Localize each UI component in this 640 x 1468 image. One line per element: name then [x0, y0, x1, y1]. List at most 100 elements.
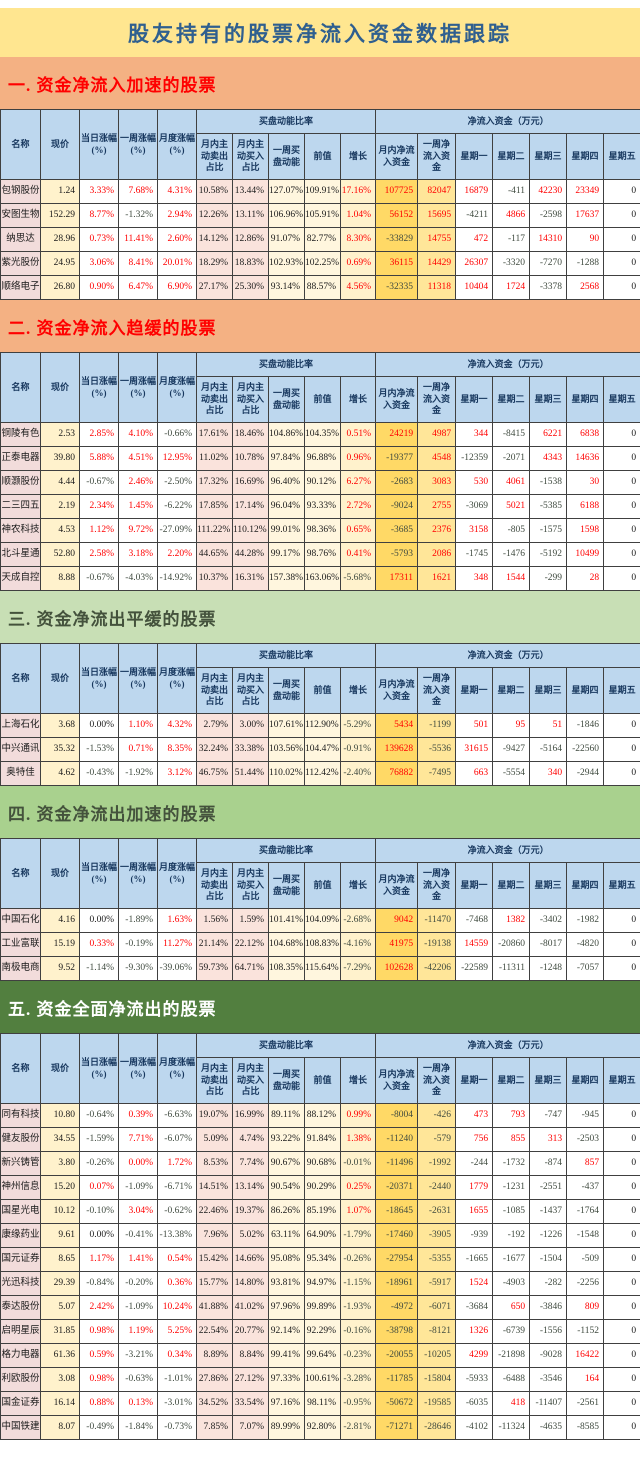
- value-cell: -0.91%: [339, 737, 377, 762]
- value-cell: 39.80: [40, 446, 80, 471]
- value-cell: 0.25%: [339, 1175, 377, 1200]
- table-header: 名称 现价 当日涨幅(%) 一周涨幅(%) 月度涨幅(%) 买盘动能比率 净流入资金（万元）…: [0, 643, 640, 714]
- value-cell: 0: [603, 542, 640, 567]
- table-body: 中国石化 4.16 0.00% -1.89% 1.63% 1.56% 1.59% 101.41…: [0, 908, 640, 981]
- value-cell: 0: [603, 179, 640, 204]
- value-cell: 93.81%: [268, 1271, 305, 1296]
- column-header: 月内主动买入占比: [232, 133, 269, 180]
- value-cell: 11.02%: [196, 446, 233, 471]
- value-cell: 90.68%: [304, 1151, 341, 1176]
- table-row: 二三四五 2.19 2.34% 1.45% -6.22% 17.85% 17.14% 96.0…: [0, 494, 640, 519]
- value-cell: 0: [603, 1343, 640, 1368]
- value-cell: 1.24: [40, 179, 80, 204]
- column-header: 一周涨幅(%): [118, 109, 158, 180]
- value-cell: -42206: [417, 956, 457, 981]
- value-cell: -5355: [417, 1247, 457, 1272]
- value-cell: -1575: [529, 518, 568, 543]
- value-cell: -1.92%: [118, 761, 158, 786]
- value-cell: -14.92%: [157, 566, 197, 591]
- value-cell: 8.53%: [196, 1151, 233, 1176]
- value-cell: 0: [603, 1103, 640, 1128]
- column-header: 增长: [339, 376, 377, 423]
- table-row: 紫光股份 24.95 3.06% 8.41% 20.01% 18.29% 18.83% 102…: [0, 251, 640, 276]
- value-cell: 0.41%: [339, 542, 377, 567]
- value-cell: 0.00%: [79, 908, 119, 933]
- value-cell: 3.18%: [118, 542, 158, 567]
- value-cell: 0: [603, 1295, 640, 1320]
- value-cell: 16.99%: [232, 1103, 269, 1128]
- value-cell: 14.51%: [196, 1175, 233, 1200]
- value-cell: -20055: [375, 1343, 419, 1368]
- value-cell: -1538: [529, 470, 568, 495]
- value-cell: -0.16%: [339, 1319, 377, 1344]
- value-cell: 8.89%: [196, 1343, 233, 1368]
- column-header: 月度涨幅(%): [157, 838, 197, 909]
- value-cell: -437: [566, 1175, 605, 1200]
- value-cell: 0.34%: [157, 1343, 197, 1368]
- column-header: 一周买盘动能: [268, 1057, 305, 1104]
- value-cell: 14559: [455, 932, 494, 957]
- value-cell: 90.54%: [268, 1175, 305, 1200]
- value-cell: 0.69%: [339, 251, 377, 276]
- column-header: 星期四: [566, 133, 605, 180]
- table-body: 铜陵有色 2.53 2.85% 4.10% -0.66% 17.61% 18.46% 104.…: [0, 422, 640, 591]
- column-header: 星期五: [603, 667, 640, 714]
- value-cell: 5021: [492, 494, 531, 519]
- value-cell: 4.44: [40, 470, 80, 495]
- value-cell: -20371: [375, 1175, 419, 1200]
- column-header: 星期五: [603, 133, 640, 180]
- column-header: 一周买盘动能: [268, 376, 305, 423]
- value-cell: 4061: [492, 470, 531, 495]
- value-cell: 86.26%: [268, 1199, 305, 1224]
- value-cell: 8.84%: [232, 1343, 269, 1368]
- value-cell: 91.84%: [304, 1127, 341, 1152]
- value-cell: 104.47%: [304, 737, 341, 762]
- stock-name-cell: 神州信息: [0, 1175, 41, 1200]
- table-row: 健友股份 34.55 -1.59% 7.71% -6.07% 5.09% 4.74% 93.2…: [0, 1127, 640, 1152]
- value-cell: 97.96%: [268, 1295, 305, 1320]
- value-cell: 24.95: [40, 251, 80, 276]
- value-cell: -4.16%: [339, 932, 377, 957]
- value-cell: -1.01%: [157, 1367, 197, 1392]
- stock-section: 二. 资金净流入趋缓的股票 名称 现价 当日涨幅(%) 一周涨幅(%) 月度涨幅(%) 买…: [0, 300, 640, 591]
- value-cell: 46.75%: [196, 761, 233, 786]
- value-cell: 24219: [375, 422, 419, 447]
- value-cell: 0: [603, 1199, 640, 1224]
- value-cell: -5.29%: [339, 713, 377, 738]
- value-cell: 29.39: [40, 1271, 80, 1296]
- table-row: 新兴铸管 3.80 -0.26% 0.00% 1.72% 8.53% 7.74% 90.67%…: [0, 1151, 640, 1176]
- value-cell: 4299: [455, 1343, 494, 1368]
- value-cell: 6.90%: [157, 275, 197, 300]
- value-cell: 34.52%: [196, 1391, 233, 1416]
- column-header: 一周买盘动能: [268, 667, 305, 714]
- value-cell: -5385: [529, 494, 568, 519]
- stock-name-cell: 同有科技: [0, 1103, 41, 1128]
- value-cell: -2.68%: [339, 908, 377, 933]
- value-cell: 107725: [375, 179, 419, 204]
- value-cell: -19377: [375, 446, 419, 471]
- bottom-padding: [0, 1440, 640, 1446]
- value-cell: -8004: [375, 1103, 419, 1128]
- column-header: 当日涨幅(%): [79, 1033, 119, 1104]
- value-cell: 14429: [417, 251, 457, 276]
- column-header: 前值: [304, 133, 341, 180]
- value-cell: -12359: [455, 446, 494, 471]
- column-header: 名称: [0, 838, 41, 909]
- table-row: 格力电器 61.36 0.59% -3.21% 0.34% 8.89% 8.84% 99.41…: [0, 1343, 640, 1368]
- value-cell: -71271: [375, 1415, 419, 1440]
- value-cell: 21.14%: [196, 932, 233, 957]
- table-row: 康缘药业 9.61 0.00% -0.41% -13.38% 7.96% 5.02% 63.1…: [0, 1223, 640, 1248]
- column-header: 月内净流入资金: [375, 667, 419, 714]
- table-row: 北斗星通 52.80 2.58% 3.18% 2.20% 44.65% 44.28% 99.1…: [0, 542, 640, 567]
- value-cell: -5933: [455, 1367, 494, 1392]
- sections-container: 一. 资金净流入加速的股票 名称 现价 当日涨幅(%) 一周涨幅(%) 月度涨幅(%) 买…: [0, 57, 640, 1440]
- value-cell: -1548: [566, 1223, 605, 1248]
- value-cell: -939: [455, 1223, 494, 1248]
- stock-name-cell: 光迅科技: [0, 1271, 41, 1296]
- value-cell: -11470: [417, 908, 457, 933]
- value-cell: -4635: [529, 1415, 568, 1440]
- value-cell: -1.32%: [118, 203, 158, 228]
- value-cell: 1.17%: [79, 1247, 119, 1272]
- stock-name-cell: 包钢股份: [0, 179, 41, 204]
- value-cell: -4.03%: [118, 566, 158, 591]
